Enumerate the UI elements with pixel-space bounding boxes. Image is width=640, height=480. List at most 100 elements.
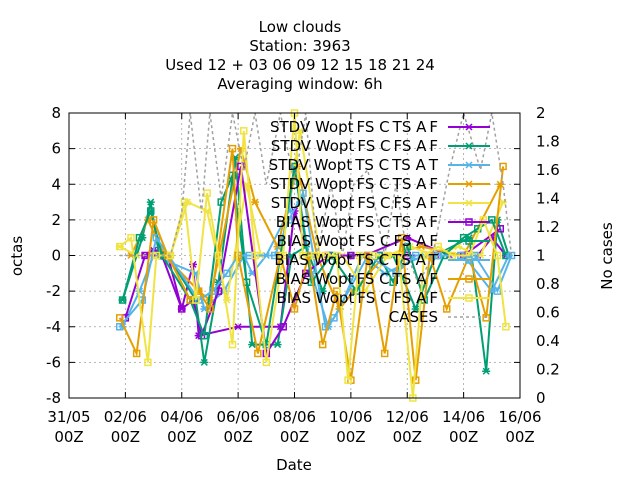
data-point xyxy=(251,251,259,260)
legend-label: BIAS Wopt FS C TS A F xyxy=(276,270,438,288)
data-point xyxy=(228,144,237,153)
data-point xyxy=(299,251,307,260)
data-point xyxy=(411,305,420,313)
series-layer xyxy=(115,109,516,402)
legend-marker xyxy=(465,199,473,207)
x-tick-label-date: 06/06 xyxy=(217,408,260,426)
data-point xyxy=(287,251,296,260)
data-point xyxy=(395,251,403,260)
y-tick-label: 0 xyxy=(51,247,61,265)
x-tick-label-date: 12/06 xyxy=(386,408,429,426)
legend-marker xyxy=(465,142,473,150)
data-point xyxy=(200,331,209,340)
legend-marker xyxy=(465,237,473,245)
data-point xyxy=(321,251,330,260)
data-point xyxy=(369,251,378,260)
data-point xyxy=(499,162,507,171)
y2-tick-label: 1.6 xyxy=(536,161,560,179)
data-point xyxy=(417,243,426,251)
data-point xyxy=(290,305,299,313)
x-tick-label-hour: 00Z xyxy=(54,428,83,446)
data-point xyxy=(302,269,310,278)
data-point xyxy=(389,278,397,286)
data-point xyxy=(482,367,491,375)
series-9 xyxy=(115,109,510,402)
data-point xyxy=(493,287,502,295)
data-point xyxy=(318,340,327,349)
x-tick-label-hour: 00Z xyxy=(336,428,365,446)
x-tick-label-hour: 00Z xyxy=(449,428,478,446)
x-tick-label-hour: 00Z xyxy=(280,428,309,446)
data-point xyxy=(214,251,223,260)
data-point xyxy=(434,242,443,251)
data-point xyxy=(127,233,135,242)
x-tick-label-hour: 00Z xyxy=(393,428,422,446)
series-line xyxy=(121,166,507,345)
data-point xyxy=(248,341,257,349)
y-tick-label: 4 xyxy=(51,175,61,193)
data-point xyxy=(146,207,155,215)
data-point xyxy=(115,242,124,251)
data-point xyxy=(482,314,490,322)
data-point xyxy=(493,251,502,260)
x-tick-label-date: 02/06 xyxy=(104,408,147,426)
title-line: Low clouds xyxy=(259,18,342,36)
data-point xyxy=(403,242,411,251)
x-tick-label-date: 31/05 xyxy=(47,408,90,426)
legend-label: STDV Wopt FS C TS A F xyxy=(270,175,438,193)
x-tick-label-hour: 00Z xyxy=(111,428,140,446)
legend-marker xyxy=(465,218,473,226)
data-point xyxy=(434,251,443,260)
data-point xyxy=(234,323,243,331)
data-point xyxy=(115,323,124,331)
data-point xyxy=(135,233,144,242)
data-point xyxy=(355,251,364,260)
data-point xyxy=(146,198,155,206)
data-point xyxy=(132,349,141,358)
y2-tick-label: 1 xyxy=(536,247,546,265)
y2-tick-label: 2 xyxy=(536,104,546,122)
legend-label: STDV Wopt TS C TS A T xyxy=(269,156,439,174)
x-tick-label-hour: 00Z xyxy=(167,428,196,446)
data-point xyxy=(279,251,287,260)
data-point xyxy=(465,251,474,260)
series-10 xyxy=(119,110,513,286)
data-point xyxy=(192,296,200,304)
y-tick-label: -4 xyxy=(46,318,61,336)
y2-axis-label: No cases xyxy=(598,222,616,290)
y-tick-label: 6 xyxy=(51,140,61,158)
y2-tick-label: 1.8 xyxy=(536,133,560,151)
data-point xyxy=(144,358,152,367)
y-tick-label: 8 xyxy=(51,104,61,122)
y2-tick-label: 1.4 xyxy=(536,190,560,208)
data-point xyxy=(279,323,287,331)
data-point xyxy=(411,376,420,384)
legend-marker xyxy=(465,161,473,169)
legend-label: BIAS Wopt TS C TS A T xyxy=(274,251,438,269)
legend-label: BIAS Wopt FS C TS A F xyxy=(276,213,438,231)
ticks: -8 -6 -4 -2 0 2 4 6 8 0 0.2 0.4 0.6 0.8 1 1.2 1.4 1.6 1.8 2… xyxy=(46,104,560,446)
y2-tick-label: 0.6 xyxy=(536,304,560,322)
data-point xyxy=(420,251,428,260)
x-tick-label-date: 04/06 xyxy=(160,408,203,426)
y2-tick-label: 1.2 xyxy=(536,218,560,236)
legend-label: BIAS Wopt FS C FS A F xyxy=(277,289,438,307)
data-point xyxy=(115,314,124,322)
data-point xyxy=(321,323,330,331)
x-axis-label: Date xyxy=(276,456,312,474)
data-point xyxy=(152,251,161,260)
data-point xyxy=(240,127,248,135)
title-line: Averaging window: 6h xyxy=(217,75,382,93)
data-point xyxy=(448,251,457,260)
data-point xyxy=(333,251,341,260)
legend-label: STDV Wopt FS C TS A F xyxy=(270,118,438,136)
data-point xyxy=(180,198,189,206)
x-tick-label-date: 16/06 xyxy=(498,408,541,426)
legend-label: STDV Wopt FS C FS A F xyxy=(271,194,438,212)
data-point xyxy=(330,314,338,322)
legend-marker xyxy=(465,294,473,302)
y2-tick-label: 0.4 xyxy=(536,332,560,350)
data-point xyxy=(442,305,451,313)
